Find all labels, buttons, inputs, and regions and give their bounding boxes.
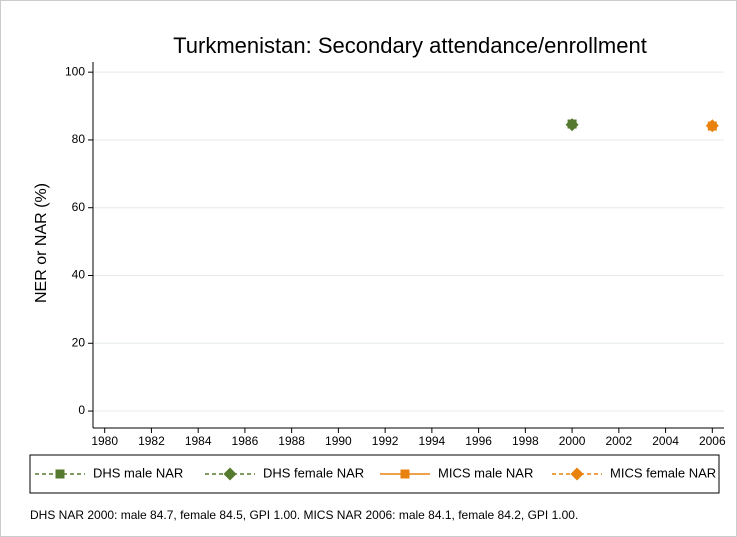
y-tick-label: 60 (72, 200, 86, 214)
x-tick-label: 1992 (372, 434, 399, 448)
chart-title: Turkmenistan: Secondary attendance/enrol… (173, 33, 647, 58)
diamond-marker (223, 467, 237, 481)
x-tick-label: 2002 (605, 434, 632, 448)
x-tick-label: 1982 (138, 434, 165, 448)
diamond-marker (570, 467, 584, 481)
y-tick-label: 100 (65, 64, 85, 78)
diamond-marker (565, 118, 579, 132)
legend-label: DHS male NAR (93, 465, 183, 480)
x-tick-label: 1994 (419, 434, 446, 448)
x-tick-label: 1990 (325, 434, 352, 448)
legend (29, 454, 720, 494)
square-marker (400, 469, 410, 479)
y-tick-label: 80 (72, 132, 86, 146)
x-tick-label: 1998 (512, 434, 539, 448)
y-tick-label: 0 (78, 403, 85, 417)
y-tick-label: 20 (72, 335, 86, 349)
x-tick-label: 1988 (278, 434, 305, 448)
x-tick-label: 2006 (699, 434, 726, 448)
x-tick-label: 1996 (465, 434, 492, 448)
y-tick-label: 40 (72, 268, 86, 282)
note: DHS NAR 2000: male 84.7, female 84.5, GP… (30, 508, 578, 522)
x-tick-label: 2004 (652, 434, 679, 448)
y-axis-label: NER or NAR (%) (33, 183, 50, 303)
legend-label: MICS female NAR (610, 465, 716, 480)
x-tick-label: 1986 (232, 434, 259, 448)
diamond-marker (705, 119, 719, 133)
square-marker (55, 469, 65, 479)
x-tick-label: 2000 (559, 434, 586, 448)
legend-label: DHS female NAR (263, 465, 364, 480)
x-tick-label: 1984 (185, 434, 212, 448)
x-tick-label: 1980 (91, 434, 118, 448)
legend-label: MICS male NAR (438, 465, 533, 480)
